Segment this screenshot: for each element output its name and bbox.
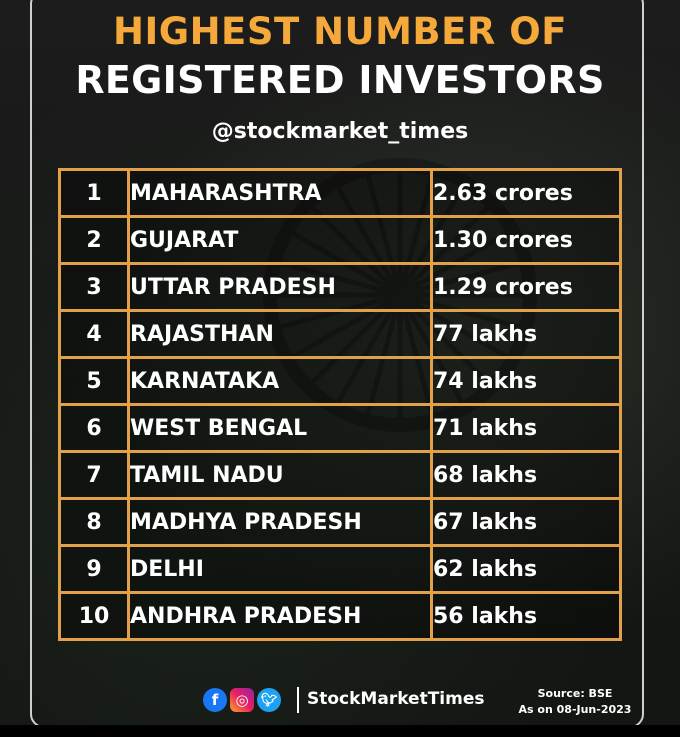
rank-cell: 5 — [58, 356, 130, 406]
value-cell: 77 lakhs — [430, 309, 622, 359]
twitter-icon[interactable]: 🐦︎ — [257, 688, 281, 712]
source-label: Source: BSE — [537, 687, 613, 700]
table-row: 2 GUJARAT 1.30 crores — [58, 215, 622, 265]
state-cell: WEST BENGAL — [127, 403, 433, 453]
state-cell: RAJASTHAN — [127, 309, 433, 359]
value-cell: 62 lakhs — [430, 544, 622, 594]
value-cell: 1.30 crores — [430, 215, 622, 265]
footer-divider — [297, 687, 299, 713]
state-cell: MAHARASHTRA — [127, 168, 433, 218]
title-line-1: HIGHEST NUMBER OF — [112, 10, 568, 53]
social-handle: @stockmarket_times — [211, 119, 469, 144]
state-cell: KARNATAKA — [127, 356, 433, 406]
source-date: As on 08-Jun-2023 — [518, 703, 632, 716]
table-row: 6 WEST BENGAL 71 lakhs — [58, 403, 622, 453]
rank-cell: 2 — [58, 215, 130, 265]
table-row: 1 MAHARASHTRA 2.63 crores — [58, 168, 622, 218]
title-line-2: REGISTERED INVESTORS — [75, 58, 605, 102]
instagram-icon[interactable]: ◎ — [230, 688, 254, 712]
value-cell: 1.29 crores — [430, 262, 622, 312]
table-row: 3 UTTAR PRADESH 1.29 crores — [58, 262, 622, 312]
rank-cell: 1 — [58, 168, 130, 218]
value-cell: 56 lakhs — [430, 591, 622, 641]
social-icons: f ◎ 🐦︎ — [203, 688, 281, 712]
value-cell: 71 lakhs — [430, 403, 622, 453]
value-cell: 2.63 crores — [430, 168, 622, 218]
rank-cell: 3 — [58, 262, 130, 312]
table-row: 10 ANDHRA PRADESH 56 lakhs — [58, 591, 622, 641]
table-row: 7 TAMIL NADU 68 lakhs — [58, 450, 622, 500]
rank-cell: 8 — [58, 497, 130, 547]
rank-cell: 6 — [58, 403, 130, 453]
table-row: 9 DELHI 62 lakhs — [58, 544, 622, 594]
footer: f ◎ 🐦︎ StockMarketTimes Source: BSE As o… — [185, 684, 631, 720]
facebook-icon[interactable]: f — [203, 688, 227, 712]
bottom-strip — [0, 725, 680, 737]
state-cell: GUJARAT — [127, 215, 433, 265]
table-row: 8 MADHYA PRADESH 67 lakhs — [58, 497, 622, 547]
rank-cell: 9 — [58, 544, 130, 594]
value-cell: 74 lakhs — [430, 356, 622, 406]
rank-cell: 10 — [58, 591, 130, 641]
brand-name: StockMarketTimes — [307, 689, 485, 709]
state-cell: UTTAR PRADESH — [127, 262, 433, 312]
table-row: 4 RAJASTHAN 77 lakhs — [58, 309, 622, 359]
source-note: Source: BSE As on 08-Jun-2023 — [515, 686, 635, 718]
rank-cell: 4 — [58, 309, 130, 359]
state-cell: MADHYA PRADESH — [127, 497, 433, 547]
table-row: 5 KARNATAKA 74 lakhs — [58, 356, 622, 406]
state-cell: DELHI — [127, 544, 433, 594]
rank-cell: 7 — [58, 450, 130, 500]
state-cell: TAMIL NADU — [127, 450, 433, 500]
state-cell: ANDHRA PRADESH — [127, 591, 433, 641]
value-cell: 68 lakhs — [430, 450, 622, 500]
value-cell: 67 lakhs — [430, 497, 622, 547]
ranking-table: 1 MAHARASHTRA 2.63 crores 2 GUJARAT 1.30 cror… — [58, 168, 622, 641]
